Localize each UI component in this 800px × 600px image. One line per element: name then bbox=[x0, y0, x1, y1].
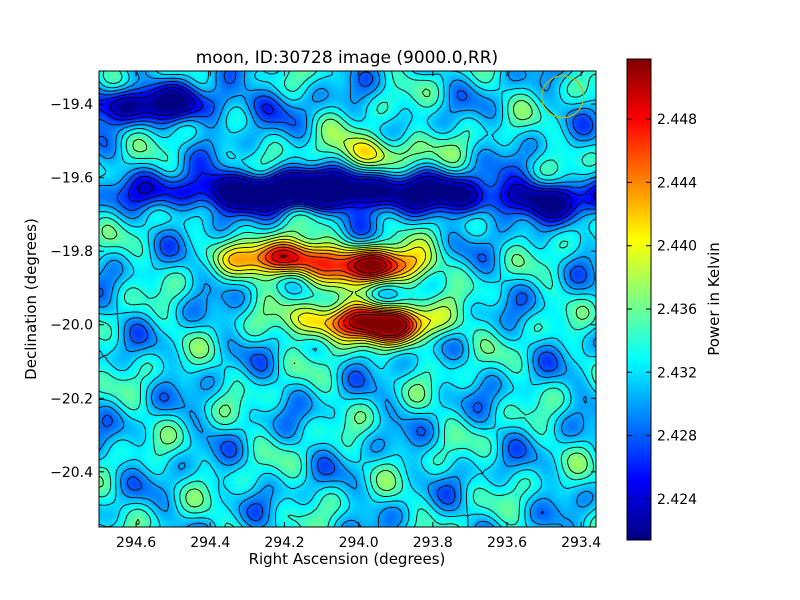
x-tick-label: 293.8 bbox=[413, 535, 453, 551]
contour-line bbox=[264, 246, 414, 340]
y-tick-label: −19.6 bbox=[50, 171, 93, 187]
contour-line bbox=[109, 87, 596, 219]
x-tick-label: 294.2 bbox=[264, 535, 304, 551]
colorbar-tick-label: 2.436 bbox=[657, 302, 697, 318]
contour-line bbox=[280, 254, 408, 337]
x-tick-label: 293.4 bbox=[561, 535, 601, 551]
plot-frame bbox=[98, 70, 597, 528]
colorbar-label: Power in Kelvin bbox=[705, 242, 723, 356]
colorbar-tick-label: 2.444 bbox=[657, 175, 697, 191]
y-axis: −19.4 −19.6 −19.8 −20.0 −20.2 −20.4 bbox=[50, 97, 596, 481]
contour-line bbox=[228, 241, 422, 344]
contour-line bbox=[99, 84, 596, 223]
y-tick-label: −19.8 bbox=[50, 244, 93, 260]
x-tick-label: 294.4 bbox=[190, 535, 230, 551]
y-tick-label: −20.2 bbox=[50, 391, 93, 407]
colorbar-tick-label: 2.428 bbox=[657, 429, 697, 445]
colorbar bbox=[626, 58, 652, 541]
contour-line bbox=[257, 244, 418, 342]
colorbar-tick-label: 2.448 bbox=[657, 112, 697, 128]
colorbar-axis: 2.424 2.428 2.432 2.436 2.440 2.444 2.448 bbox=[627, 112, 697, 508]
colorbar-tick-label: 2.424 bbox=[657, 492, 697, 508]
beam-circle-marker bbox=[541, 75, 585, 119]
colorbar-tick-label: 2.432 bbox=[657, 365, 697, 381]
contour-line bbox=[217, 137, 452, 348]
heatmap-image bbox=[99, 71, 596, 527]
contour-line bbox=[222, 142, 432, 346]
y-tick-label: −20.0 bbox=[50, 318, 93, 334]
contour-line bbox=[99, 88, 590, 525]
x-tick-label: 294.6 bbox=[116, 535, 156, 551]
y-tick-label: −20.4 bbox=[50, 465, 93, 481]
x-axis-label: Right Ascension (degrees) bbox=[249, 550, 446, 568]
y-axis-label: Declination (degrees) bbox=[22, 218, 40, 380]
contour-line bbox=[99, 71, 596, 522]
chart-title: moon, ID:30728 image (9000.0,RR) bbox=[196, 48, 498, 68]
contour-lines bbox=[99, 71, 596, 527]
contour-line bbox=[99, 71, 596, 527]
contour-line bbox=[99, 71, 596, 527]
colorbar-tick-label: 2.440 bbox=[657, 239, 697, 255]
contour-line bbox=[99, 71, 596, 527]
x-tick-label: 294.0 bbox=[339, 535, 379, 551]
x-axis: 294.6 294.4 294.2 294.0 293.8 293.6 293.4 bbox=[116, 71, 601, 551]
y-tick-label: −19.4 bbox=[50, 97, 93, 113]
x-tick-label: 293.6 bbox=[487, 535, 527, 551]
contour-line bbox=[271, 249, 411, 339]
